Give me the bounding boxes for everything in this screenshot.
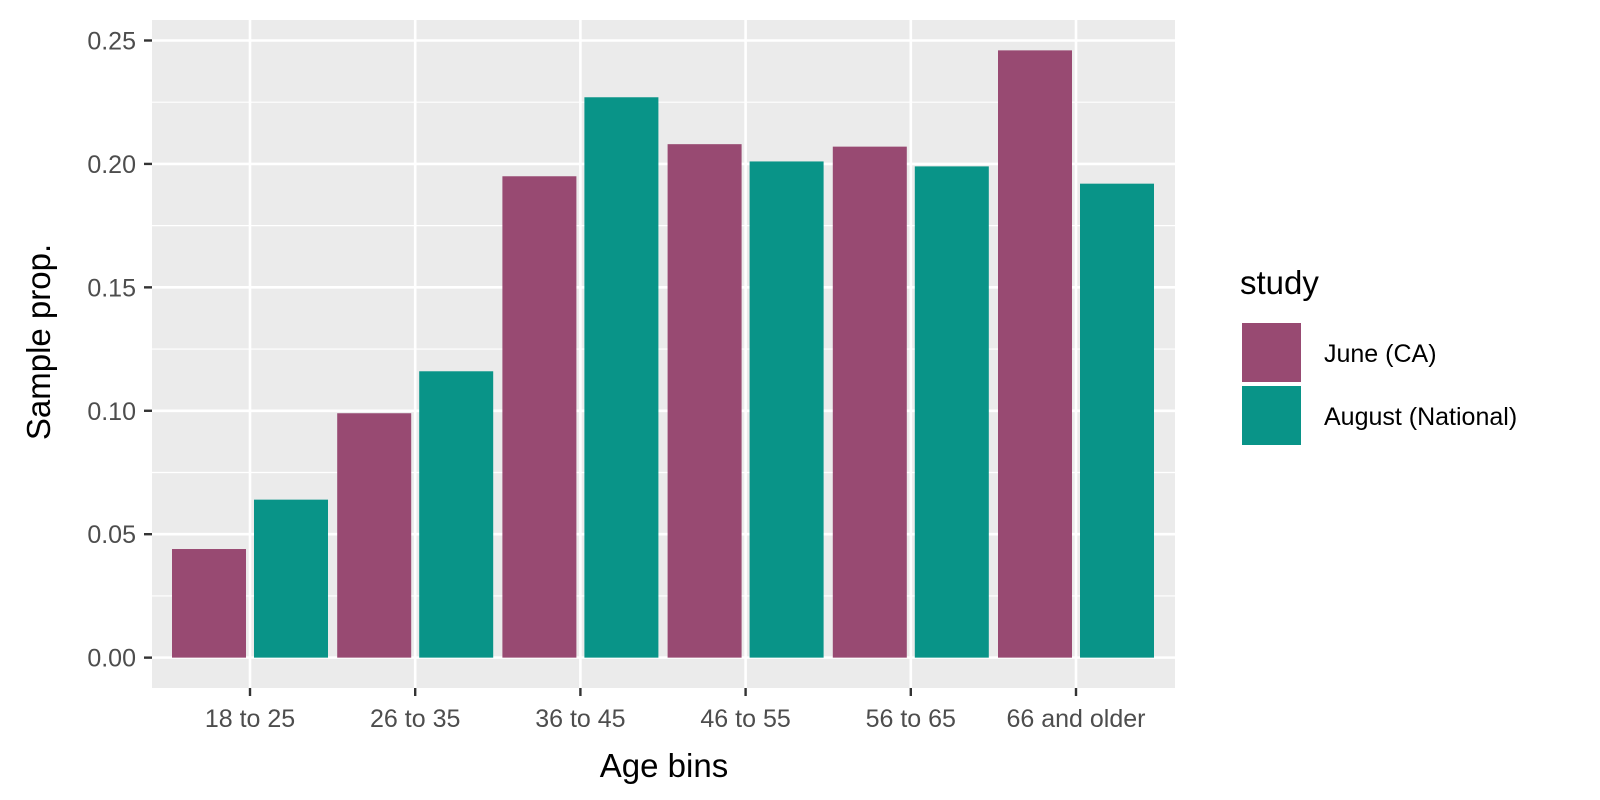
bar-june-36-to-45 (502, 176, 577, 658)
x-tick-label: 18 to 25 (205, 705, 295, 733)
legend-swatch-june (1242, 323, 1301, 382)
bar-august-56-to-65 (914, 166, 989, 658)
legend-title: study (1240, 264, 1319, 301)
y-tick-label: 0.15 (87, 274, 136, 302)
legend-label-august: August (National) (1324, 403, 1517, 431)
y-tick-label: 0.20 (87, 151, 136, 179)
bar-august-66-and-older (1080, 183, 1154, 658)
x-tick-label: 26 to 35 (370, 705, 460, 733)
y-axis-title: Sample prop. (20, 244, 57, 440)
bar-august-26-to-35 (419, 371, 494, 658)
legend-label-june: June (CA) (1324, 340, 1437, 368)
x-tick-label: 66 and older (1006, 705, 1145, 733)
bar-august-36-to-45 (584, 97, 659, 658)
x-axis: 18 to 25 26 to 35 36 to 45 46 to 55 56 to 65… (205, 688, 1146, 733)
x-tick-label: 46 to 55 (700, 705, 790, 733)
x-tick-label: 36 to 45 (535, 705, 625, 733)
y-tick-label: 0.10 (87, 398, 136, 426)
bars (172, 50, 1154, 658)
x-axis-title: Age bins (600, 747, 728, 784)
bar-june-56-to-65 (832, 146, 907, 658)
bar-august-46-to-55 (749, 161, 824, 658)
legend: study June (CA) August (National) (1240, 264, 1517, 446)
legend-swatch-august (1242, 386, 1301, 445)
bar-june-18-to-25 (172, 549, 246, 658)
bar-august-18-to-25 (254, 499, 328, 658)
x-tick-label: 56 to 65 (866, 705, 956, 733)
y-tick-label: 0.00 (87, 645, 136, 673)
bar-june-46-to-55 (667, 144, 742, 658)
bar-june-66-and-older (998, 50, 1072, 658)
y-tick-label: 0.25 (87, 27, 136, 55)
bar-june-26-to-35 (337, 413, 412, 658)
y-tick-label: 0.05 (87, 521, 136, 549)
y-axis: 0.00 0.05 0.10 0.15 0.20 0.25 (87, 27, 152, 673)
